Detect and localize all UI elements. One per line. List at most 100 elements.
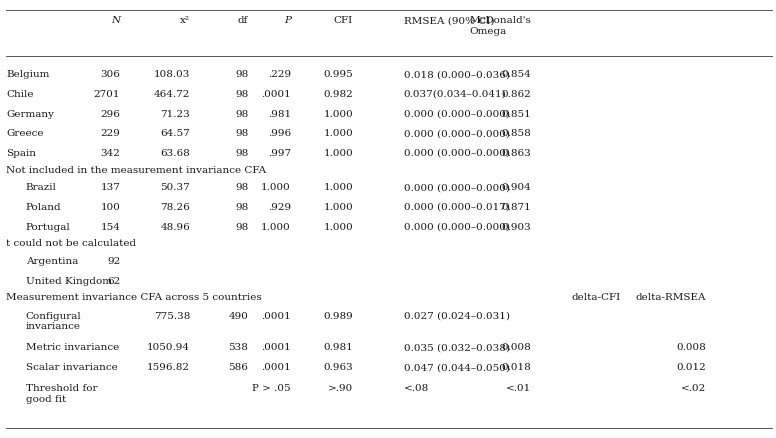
Text: x²: x² bbox=[180, 16, 190, 25]
Text: Poland: Poland bbox=[26, 202, 61, 212]
Text: P: P bbox=[284, 16, 291, 25]
Text: Belgium: Belgium bbox=[6, 70, 50, 79]
Text: 0.012: 0.012 bbox=[677, 362, 706, 371]
Text: 48.96: 48.96 bbox=[161, 222, 190, 231]
Text: .996: .996 bbox=[268, 129, 291, 138]
Text: 0.000 (0.000–0.000): 0.000 (0.000–0.000) bbox=[404, 148, 510, 158]
Text: Spain: Spain bbox=[6, 148, 36, 158]
Text: CFI: CFI bbox=[334, 16, 353, 25]
Text: 464.72: 464.72 bbox=[154, 90, 190, 99]
Text: 1596.82: 1596.82 bbox=[147, 362, 190, 371]
Text: <.01: <.01 bbox=[506, 383, 532, 392]
Text: 0.904: 0.904 bbox=[502, 183, 532, 192]
Text: 1.000: 1.000 bbox=[262, 183, 291, 192]
Text: 538: 538 bbox=[228, 343, 248, 352]
Text: 0.000 (0.000–0.000): 0.000 (0.000–0.000) bbox=[404, 129, 510, 138]
Text: 0.047 (0.044–0.050): 0.047 (0.044–0.050) bbox=[404, 362, 510, 371]
Text: Configural
invariance: Configural invariance bbox=[26, 311, 81, 330]
Text: Chile: Chile bbox=[6, 90, 33, 99]
Text: 78.26: 78.26 bbox=[161, 202, 190, 212]
Text: 342: 342 bbox=[100, 148, 120, 158]
Text: 1.000: 1.000 bbox=[324, 148, 353, 158]
Text: 0.027 (0.024–0.031): 0.027 (0.024–0.031) bbox=[404, 311, 510, 320]
Text: 0.018 (0.000–0.036): 0.018 (0.000–0.036) bbox=[404, 70, 510, 79]
Text: 306: 306 bbox=[100, 70, 120, 79]
Text: 775.38: 775.38 bbox=[154, 311, 190, 320]
Text: 62: 62 bbox=[107, 276, 120, 285]
Text: 98: 98 bbox=[235, 70, 248, 79]
Text: >.90: >.90 bbox=[327, 383, 353, 392]
Text: N: N bbox=[111, 16, 120, 25]
Text: 108.03: 108.03 bbox=[154, 70, 190, 79]
Text: <.08: <.08 bbox=[404, 383, 429, 392]
Text: delta-RMSEA: delta-RMSEA bbox=[636, 293, 706, 302]
Text: 98: 98 bbox=[235, 90, 248, 99]
Text: .997: .997 bbox=[268, 148, 291, 158]
Text: 1.000: 1.000 bbox=[324, 222, 353, 231]
Text: 0.981: 0.981 bbox=[324, 343, 353, 352]
Text: 1.000: 1.000 bbox=[324, 129, 353, 138]
Text: 63.68: 63.68 bbox=[161, 148, 190, 158]
Text: .229: .229 bbox=[268, 70, 291, 79]
Text: Argentina: Argentina bbox=[26, 256, 78, 265]
Text: 71.23: 71.23 bbox=[161, 110, 190, 119]
Text: Greece: Greece bbox=[6, 129, 43, 138]
Text: 586: 586 bbox=[228, 362, 248, 371]
Text: 0.000 (0.000–0.000): 0.000 (0.000–0.000) bbox=[404, 110, 510, 119]
Text: 0.854: 0.854 bbox=[502, 70, 532, 79]
Text: Brazil: Brazil bbox=[26, 183, 57, 192]
Text: 296: 296 bbox=[100, 110, 120, 119]
Text: 98: 98 bbox=[235, 183, 248, 192]
Text: 0.989: 0.989 bbox=[324, 311, 353, 320]
Text: Germany: Germany bbox=[6, 110, 54, 119]
Text: .0001: .0001 bbox=[262, 343, 291, 352]
Text: 0.008: 0.008 bbox=[502, 343, 532, 352]
Text: 50.37: 50.37 bbox=[161, 183, 190, 192]
Text: 0.000 (0.000–0.017): 0.000 (0.000–0.017) bbox=[404, 202, 510, 212]
Text: 1.000: 1.000 bbox=[324, 110, 353, 119]
Text: 0.963: 0.963 bbox=[324, 362, 353, 371]
Text: 98: 98 bbox=[235, 202, 248, 212]
Text: 0.863: 0.863 bbox=[502, 148, 532, 158]
Text: 137: 137 bbox=[100, 183, 120, 192]
Text: 0.871: 0.871 bbox=[502, 202, 532, 212]
Text: .0001: .0001 bbox=[262, 90, 291, 99]
Text: 0.035 (0.032–0.038): 0.035 (0.032–0.038) bbox=[404, 343, 510, 352]
Text: 154: 154 bbox=[100, 222, 120, 231]
Text: 0.903: 0.903 bbox=[502, 222, 532, 231]
Text: 98: 98 bbox=[235, 110, 248, 119]
Text: 1.000: 1.000 bbox=[262, 222, 291, 231]
Text: 0.037(0.034–0.041): 0.037(0.034–0.041) bbox=[404, 90, 506, 99]
Text: .0001: .0001 bbox=[262, 362, 291, 371]
Text: Threshold for
good fit: Threshold for good fit bbox=[26, 383, 97, 403]
Text: 0.982: 0.982 bbox=[324, 90, 353, 99]
Text: .981: .981 bbox=[268, 110, 291, 119]
Text: P > .05: P > .05 bbox=[252, 383, 291, 392]
Text: Measurement invariance CFA across 5 countries: Measurement invariance CFA across 5 coun… bbox=[6, 293, 262, 302]
Text: t could not be calculated: t could not be calculated bbox=[6, 239, 137, 248]
Text: Not included in the measurement invariance CFA: Not included in the measurement invarian… bbox=[6, 165, 266, 174]
Text: 0.018: 0.018 bbox=[502, 362, 532, 371]
Text: McDonald's
Omega: McDonald's Omega bbox=[469, 16, 532, 35]
Text: 0.000 (0.000–0.000): 0.000 (0.000–0.000) bbox=[404, 222, 510, 231]
Text: 98: 98 bbox=[235, 222, 248, 231]
Text: Portugal: Portugal bbox=[26, 222, 71, 231]
Text: 2701: 2701 bbox=[94, 90, 120, 99]
Text: 0.851: 0.851 bbox=[502, 110, 532, 119]
Text: <.02: <.02 bbox=[681, 383, 706, 392]
Text: 1.000: 1.000 bbox=[324, 183, 353, 192]
Text: 98: 98 bbox=[235, 129, 248, 138]
Text: 92: 92 bbox=[107, 256, 120, 265]
Text: Metric invariance: Metric invariance bbox=[26, 343, 119, 352]
Text: United Kingdom: United Kingdom bbox=[26, 276, 112, 285]
Text: 229: 229 bbox=[100, 129, 120, 138]
Text: df: df bbox=[238, 16, 248, 25]
Text: .929: .929 bbox=[268, 202, 291, 212]
Text: 1050.94: 1050.94 bbox=[147, 343, 190, 352]
Text: 64.57: 64.57 bbox=[161, 129, 190, 138]
Text: 0.995: 0.995 bbox=[324, 70, 353, 79]
Text: 0.858: 0.858 bbox=[502, 129, 532, 138]
Text: 1.000: 1.000 bbox=[324, 202, 353, 212]
Text: 0.862: 0.862 bbox=[502, 90, 532, 99]
Text: 98: 98 bbox=[235, 148, 248, 158]
